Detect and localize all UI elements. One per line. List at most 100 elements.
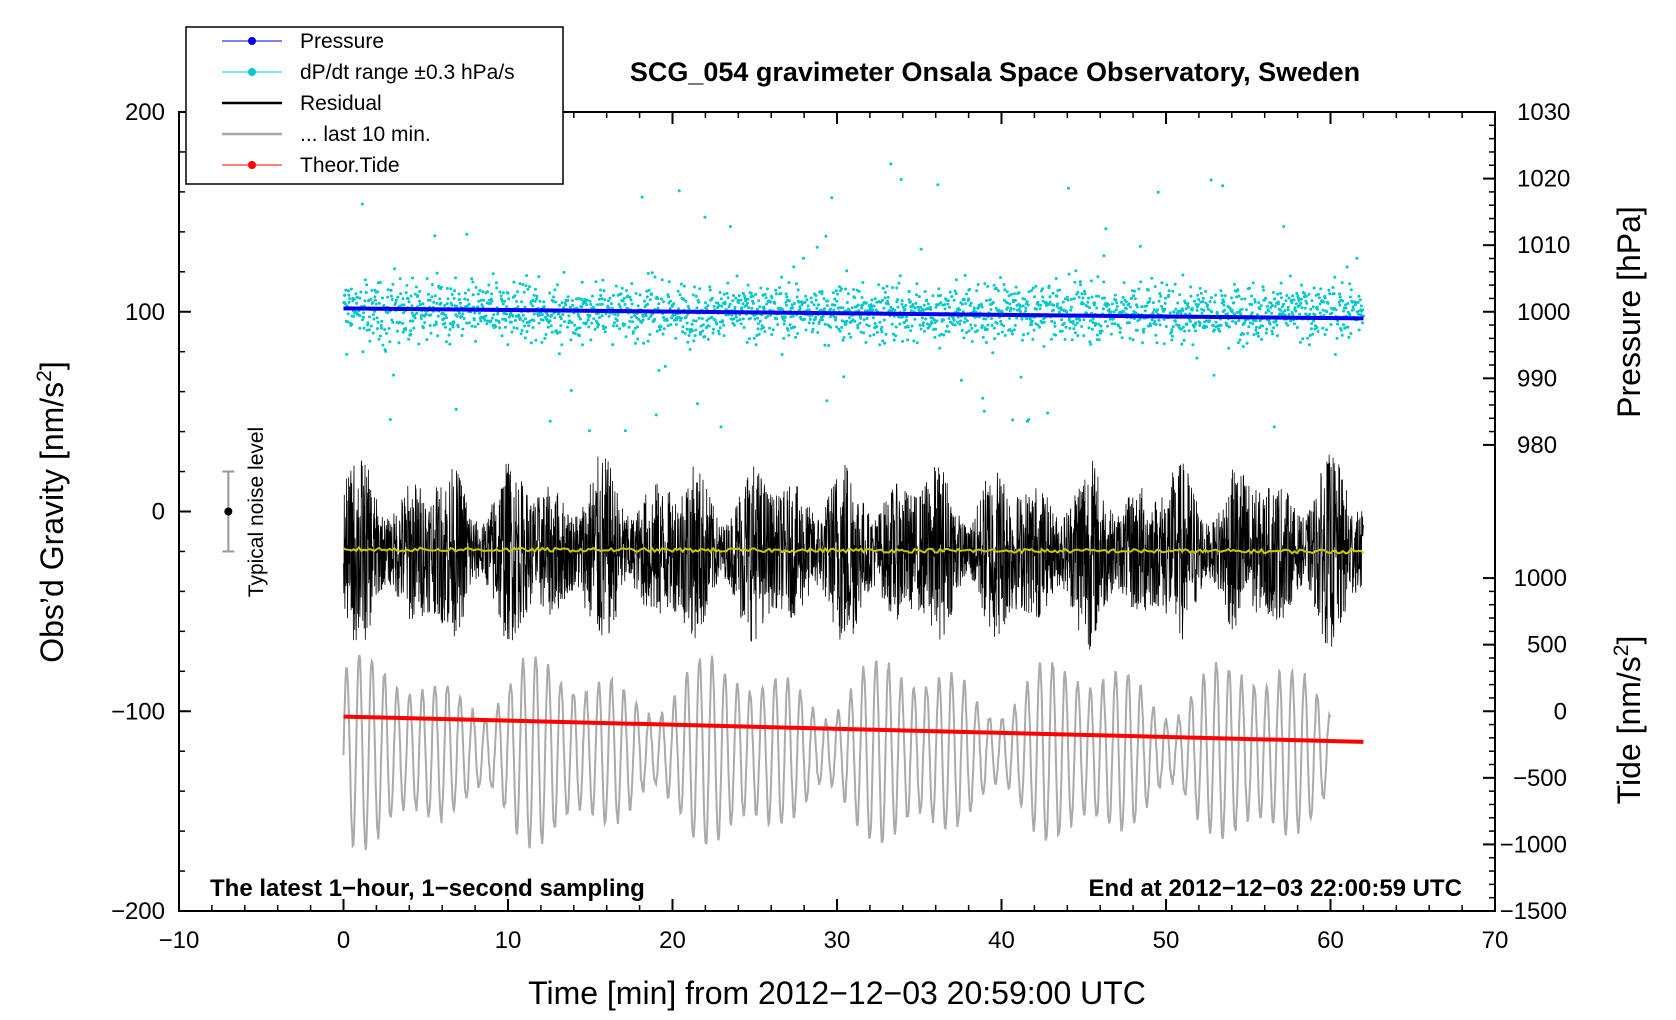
dpdt-point <box>448 328 452 331</box>
dpdt-point <box>734 296 738 300</box>
dpdt-point <box>954 292 958 296</box>
dpdt-point <box>524 284 528 288</box>
dpdt-point <box>808 317 812 321</box>
dpdt-point <box>606 299 610 303</box>
dpdt-point <box>581 343 584 347</box>
dpdt-point <box>1122 281 1126 285</box>
dpdt-point <box>489 319 493 323</box>
dpdt-point <box>786 328 790 332</box>
dpdt-point <box>907 290 911 293</box>
dpdt-point <box>835 325 838 329</box>
dpdt-point <box>1310 299 1314 303</box>
dpdt-point <box>571 303 575 307</box>
dpdt-point <box>1309 327 1313 331</box>
dpdt-point <box>361 350 365 354</box>
dpdt-point <box>1291 294 1295 298</box>
dpdt-point <box>1351 307 1355 311</box>
dpdt-point <box>638 293 642 297</box>
dpdt-point <box>1151 311 1155 315</box>
dpdt-point <box>602 289 606 293</box>
dpdt-point <box>820 292 824 296</box>
dpdt-point <box>463 291 467 295</box>
dpdt-point <box>814 294 818 297</box>
dpdt-point <box>1045 302 1049 305</box>
dpdt-point <box>466 298 470 302</box>
dpdt-point <box>532 312 536 316</box>
dpdt-point <box>1167 289 1171 293</box>
dpdt-point <box>1027 290 1031 294</box>
dpdt-point <box>749 316 752 320</box>
dpdt-point <box>521 313 525 317</box>
dpdt-point <box>1327 288 1331 292</box>
dpdt-point <box>429 313 433 317</box>
dpdt-point <box>923 290 927 293</box>
dpdt-point <box>523 305 527 309</box>
dpdt-point <box>623 302 627 306</box>
dpdt-point <box>377 301 381 305</box>
dpdt-point <box>1357 328 1361 332</box>
dpdt-point <box>943 307 947 311</box>
dpdt-point <box>456 325 460 329</box>
dpdt-point <box>368 339 372 343</box>
dpdt-point <box>1120 336 1124 340</box>
dpdt-point <box>1198 324 1202 327</box>
dpdt-point <box>683 331 687 335</box>
dpdt-point <box>1205 325 1209 329</box>
dpdt-point <box>1072 327 1076 331</box>
dpdt-point <box>1254 325 1258 329</box>
dpdt-point <box>818 290 822 294</box>
dpdt-point <box>415 311 419 315</box>
dpdt-point <box>1179 311 1183 315</box>
dpdt-point <box>447 333 451 337</box>
dpdt-point <box>681 325 685 329</box>
dpdt-point <box>1169 330 1173 334</box>
dpdt-point <box>498 290 502 294</box>
dpdt-point <box>648 333 652 336</box>
x-tick-label: 20 <box>659 927 686 954</box>
dpdt-point <box>969 323 973 327</box>
dpdt-point <box>747 306 751 310</box>
dpdt-point <box>1075 321 1079 325</box>
dpdt-point <box>617 303 621 306</box>
dpdt-point <box>1275 323 1279 327</box>
dpdt-point <box>373 295 377 299</box>
dpdt-point <box>853 296 857 300</box>
dpdt-point <box>1287 296 1291 300</box>
dpdt-point <box>1183 329 1187 333</box>
dpdt-point <box>601 278 605 282</box>
dpdt-point <box>521 283 525 286</box>
dpdt-point <box>569 389 573 392</box>
dpdt-point <box>397 341 401 345</box>
dpdt-point <box>1003 288 1007 292</box>
dpdt-point <box>1011 418 1015 422</box>
dpdt-point <box>368 315 371 319</box>
dpdt-point <box>1052 303 1056 307</box>
dpdt-point <box>457 298 461 301</box>
dpdt-point <box>1087 296 1090 300</box>
dpdt-point <box>884 290 887 294</box>
dpdt-point <box>393 267 397 271</box>
dpdt-point <box>1181 273 1185 277</box>
dpdt-point <box>1005 290 1009 294</box>
dpdt-point <box>1063 337 1067 341</box>
dpdt-point <box>461 327 465 331</box>
dpdt-point <box>474 339 478 343</box>
dpdt-point <box>1307 343 1311 347</box>
dpdt-point <box>1155 341 1159 345</box>
dpdt-point <box>972 306 976 310</box>
dpdt-point <box>635 316 638 320</box>
dpdt-point <box>460 314 464 318</box>
dpdt-point <box>473 311 477 315</box>
dpdt-point <box>439 285 443 289</box>
dpdt-point <box>476 322 480 326</box>
dpdt-point <box>988 298 992 302</box>
dpdt-point <box>1073 323 1077 327</box>
dpdt-point <box>825 399 829 403</box>
dpdt-point <box>1305 301 1309 305</box>
dpdt-point <box>732 294 735 297</box>
dpdt-point <box>881 286 885 290</box>
dpdt-point <box>1233 282 1236 286</box>
dpdt-point <box>994 306 998 310</box>
tide-tick-label: 500 <box>1527 632 1567 659</box>
dpdt-point <box>765 287 769 291</box>
